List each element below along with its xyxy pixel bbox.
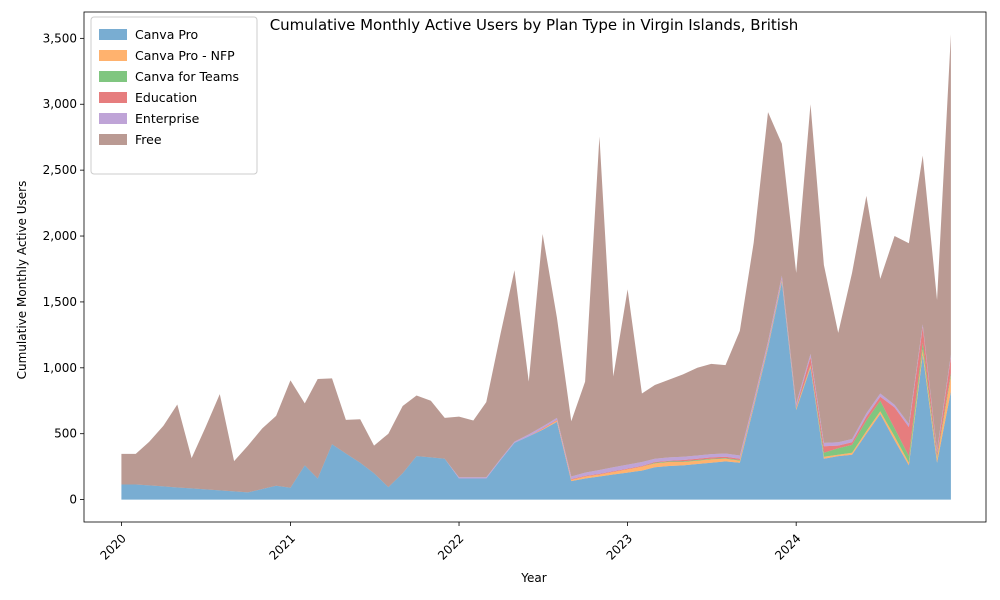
y-axis-label: Cumulative Monthly Active Users: [15, 181, 29, 380]
legend-label-enterprise: Enterprise: [135, 111, 200, 126]
legend-swatch-canva-pro: [99, 29, 127, 40]
x-tick-label: 2020: [97, 531, 128, 562]
x-axis-label: Year: [520, 571, 546, 585]
y-tick-label: 3,000: [43, 97, 77, 111]
legend-label-free: Free: [135, 132, 162, 147]
legend-label-canva-pro-nfp: Canva Pro - NFP: [135, 48, 235, 63]
y-tick-label: 500: [54, 427, 77, 441]
x-tick-label: 2022: [435, 531, 466, 562]
legend-swatch-canva-for-teams: [99, 71, 127, 82]
legend-box: [90, 16, 258, 175]
y-tick-label: 1,500: [43, 295, 77, 309]
legend-label-canva-for-teams: Canva for Teams: [135, 69, 239, 84]
area-series-group: [121, 34, 951, 500]
y-tick-label: 3,500: [43, 31, 77, 45]
legend-swatch-canva-pro-nfp: [99, 50, 127, 61]
y-tick-label: 2,500: [43, 163, 77, 177]
legend-swatch-education: [99, 92, 127, 103]
x-tick-label: 2021: [266, 531, 297, 562]
y-tick-label: 1,000: [43, 361, 77, 375]
legend-swatch-free: [99, 134, 127, 145]
y-axis-ticks: 0 500 1,000 1,500 2,000 2,500 3,000 3,500: [43, 31, 84, 507]
plot-frame: [83, 11, 987, 523]
chart-title: Cumulative Monthly Active Users by Plan …: [270, 16, 799, 34]
legend-swatch-enterprise: [99, 113, 127, 124]
y-tick-label: 2,000: [43, 229, 77, 243]
legend-label-canva-pro: Canva Pro: [135, 27, 198, 42]
legend: Canva Pro Canva Pro - NFP Canva for Teams E…: [90, 16, 258, 175]
x-tick-label: 2023: [604, 531, 635, 562]
y-tick-label: 0: [69, 493, 77, 507]
x-tick-label: 2024: [772, 531, 803, 562]
area-canva-pro: [121, 282, 951, 500]
x-axis-ticks: 2020 2021 2022 2023 2024: [97, 522, 804, 563]
area-free: [121, 34, 951, 493]
legend-label-education: Education: [135, 90, 197, 105]
